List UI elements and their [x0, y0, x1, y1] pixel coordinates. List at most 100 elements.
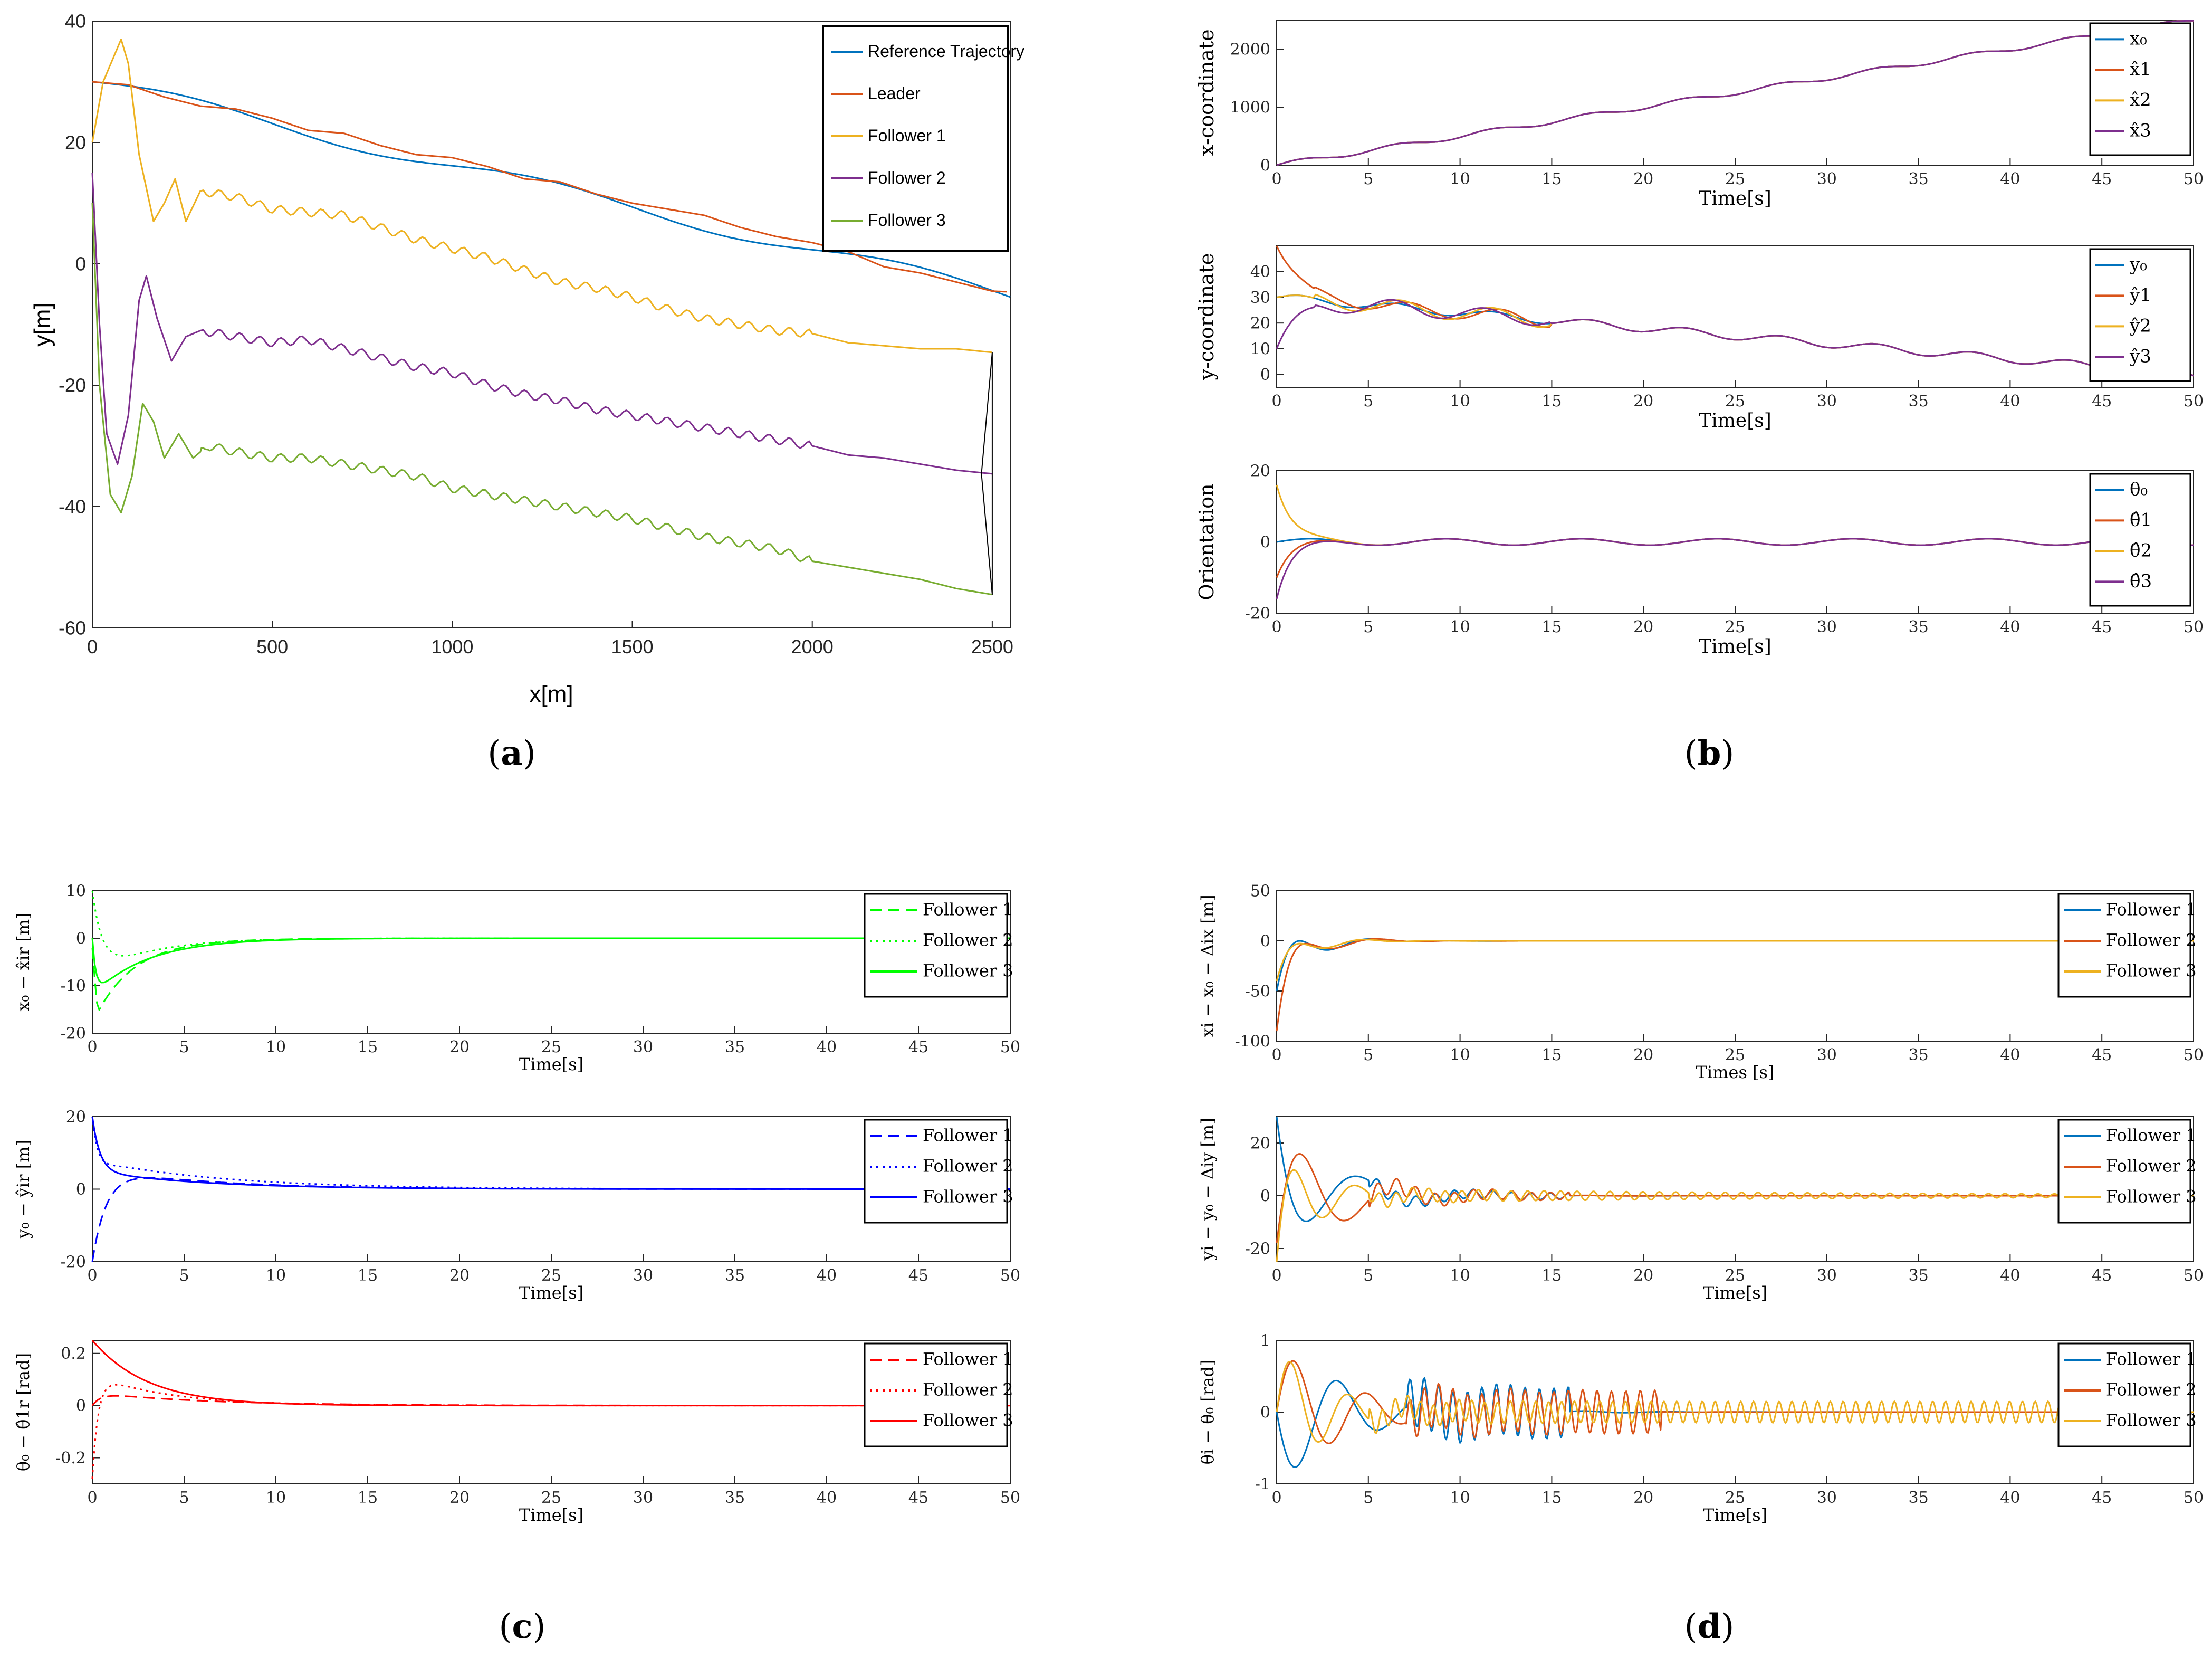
x-axis-label: Time[s] — [1703, 1505, 1767, 1525]
y-axis-label: x₀ − x̂ir [m] — [13, 912, 33, 1011]
caption-d: (d) — [1684, 1607, 1735, 1646]
legend-label: Follower 2 — [2106, 1380, 2197, 1400]
x-tick-label: 45 — [908, 1038, 928, 1056]
y-tick-label: 1000 — [1230, 99, 1270, 117]
x-tick-label: 25 — [1725, 1046, 1745, 1064]
y-tick-label: 0 — [1260, 157, 1270, 175]
x-tick-label: 10 — [266, 1266, 286, 1285]
x-tick-label: 25 — [1725, 1266, 1745, 1285]
x-tick-label: 50 — [2184, 1046, 2204, 1064]
x-tick-label: 20 — [1633, 170, 1653, 188]
x-axis-label: Time[s] — [519, 1283, 583, 1303]
x-tick-label: 30 — [1817, 618, 1837, 636]
legend-box — [2089, 473, 2191, 607]
legend-label: Follower 3 — [923, 1187, 1013, 1207]
plot-area-b2 — [1276, 245, 2194, 388]
legend-label: Follower 1 — [923, 900, 1013, 920]
x-tick-label: 40 — [817, 1266, 837, 1285]
legend-label: Follower 1 — [2106, 900, 2197, 920]
x-tick-label: 45 — [908, 1489, 928, 1507]
x-axis-label: Time[s] — [1703, 1283, 1767, 1303]
y-tick-label: 0 — [1260, 1404, 1270, 1422]
series-line-follower-2 — [91, 173, 993, 475]
legend-label: Follower 2 — [923, 1380, 1013, 1400]
legend-label: Follower 3 — [2106, 961, 2197, 981]
x-tick-label: 30 — [1817, 1489, 1837, 1507]
x-tick-label: 10 — [266, 1038, 286, 1056]
x-tick-label: 5 — [179, 1266, 189, 1285]
x-tick-label: 5 — [1363, 170, 1373, 188]
y-tick-label: -60 — [59, 617, 86, 639]
x-tick-label: 40 — [2000, 1266, 2020, 1285]
x-tick-label: 20 — [1633, 1046, 1653, 1064]
x-axis-label: x[m] — [529, 681, 573, 707]
legend-label: Follower 2 — [923, 1156, 1013, 1176]
x-tick-label: 1500 — [611, 636, 653, 658]
x-tick-label: 30 — [1817, 1266, 1837, 1285]
legend-label: θ₀ — [2130, 479, 2148, 500]
y-tick-label: 2000 — [1230, 41, 1270, 59]
x-tick-label: 0 — [1271, 1489, 1281, 1507]
y-tick-label: 20 — [66, 1108, 86, 1127]
y-tick-label: -20 — [1245, 1240, 1270, 1259]
y-tick-label: 40 — [1250, 263, 1270, 281]
x-tick-label: 5 — [1363, 1046, 1373, 1064]
x-tick-label: 30 — [1817, 392, 1837, 411]
x-tick-label: 25 — [1725, 618, 1745, 636]
y-tick-label: 0 — [76, 1397, 86, 1415]
series-line-th-3 — [1276, 538, 2194, 599]
panel-b2: 0 5 10 15 20 25 30 35 40 45 50 0 10 20 30 40 y₀ ŷ1 ŷ2 ŷ3… — [1195, 245, 2204, 432]
x-tick-label: 5 — [1363, 392, 1373, 411]
x-tick-label: 25 — [1725, 392, 1745, 411]
x-axis-label: Time[s] — [1699, 636, 1771, 658]
x-tick-label: 35 — [1909, 1046, 1929, 1064]
x-tick-label: 40 — [817, 1489, 837, 1507]
panel-b1: 0 5 10 15 20 25 30 35 40 45 50 0 1000 2000 x₀ x̂1 x̂2 x̂3… — [1195, 20, 2204, 209]
series-line-leader — [92, 81, 1007, 293]
x-tick-label: 10 — [1450, 1266, 1470, 1285]
x-tick-label: 50 — [1000, 1038, 1020, 1056]
x-tick-label: 45 — [2092, 392, 2112, 411]
legend-label: Follower 3 — [2106, 1187, 2197, 1207]
x-tick-label: 40 — [2000, 170, 2020, 188]
x-axis-label: Time[s] — [1699, 188, 1771, 209]
x-tick-label: 45 — [908, 1266, 928, 1285]
series-line-follower-3 — [91, 203, 993, 596]
series-line-follower-3 — [91, 1116, 1010, 1190]
x-tick-label: 0 — [87, 1038, 97, 1056]
legend-label: x̂1 — [2130, 59, 2151, 80]
series-line-follower-3 — [1276, 939, 2194, 982]
x-tick-label: 25 — [1725, 1489, 1745, 1507]
x-tick-label: 25 — [541, 1266, 561, 1285]
y-tick-label: 20 — [1250, 462, 1270, 481]
y-tick-label: -50 — [1245, 983, 1270, 1001]
x-tick-label: 0 — [1271, 618, 1281, 636]
x-tick-label: 15 — [1541, 1046, 1562, 1064]
caption-b: (b) — [1684, 733, 1735, 773]
legend-label: Follower 1 — [923, 1349, 1013, 1369]
plot-area-d1 — [1276, 890, 2194, 1042]
formation-triangle — [981, 352, 993, 595]
x-tick-label: 45 — [2092, 1266, 2112, 1285]
x-tick-label: 30 — [1817, 170, 1837, 188]
legend-label: Follower 2 — [2106, 930, 2197, 950]
x-tick-label: 15 — [1541, 1489, 1562, 1507]
x-tick-label: 35 — [725, 1038, 745, 1056]
y-tick-label: 0 — [1260, 533, 1270, 552]
y-tick-label: 0 — [76, 930, 86, 948]
panel-b3: 0 5 10 15 20 25 30 35 40 45 50-20020θ₀θ̂1θ̂2θ̂3Ori… — [1195, 462, 2204, 658]
legend-box — [2089, 248, 2191, 382]
x-tick-label: 1000 — [431, 636, 473, 658]
legend-label: Follower 1 — [923, 1126, 1013, 1146]
legend-label: Follower 2 — [2106, 1156, 2197, 1176]
y-tick-label: 0 — [1260, 932, 1270, 951]
legend-label: Follower 3 — [868, 211, 946, 230]
x-tick-label: 0 — [87, 1266, 97, 1285]
y-tick-label: 0 — [75, 253, 86, 275]
panel-c3: 0 5 10 15 20 25 30 35 40 45 50 -0.2 0 0.2 Follower 1 Fo… — [13, 1340, 1020, 1525]
y-axis-label: y[m] — [30, 302, 55, 346]
y-tick-label: -20 — [1245, 605, 1270, 623]
panel-d1: 0 5 10 15 20 25 30 35 40 45 50 -100 -50 0 50 Follower 1… — [1198, 882, 2204, 1083]
